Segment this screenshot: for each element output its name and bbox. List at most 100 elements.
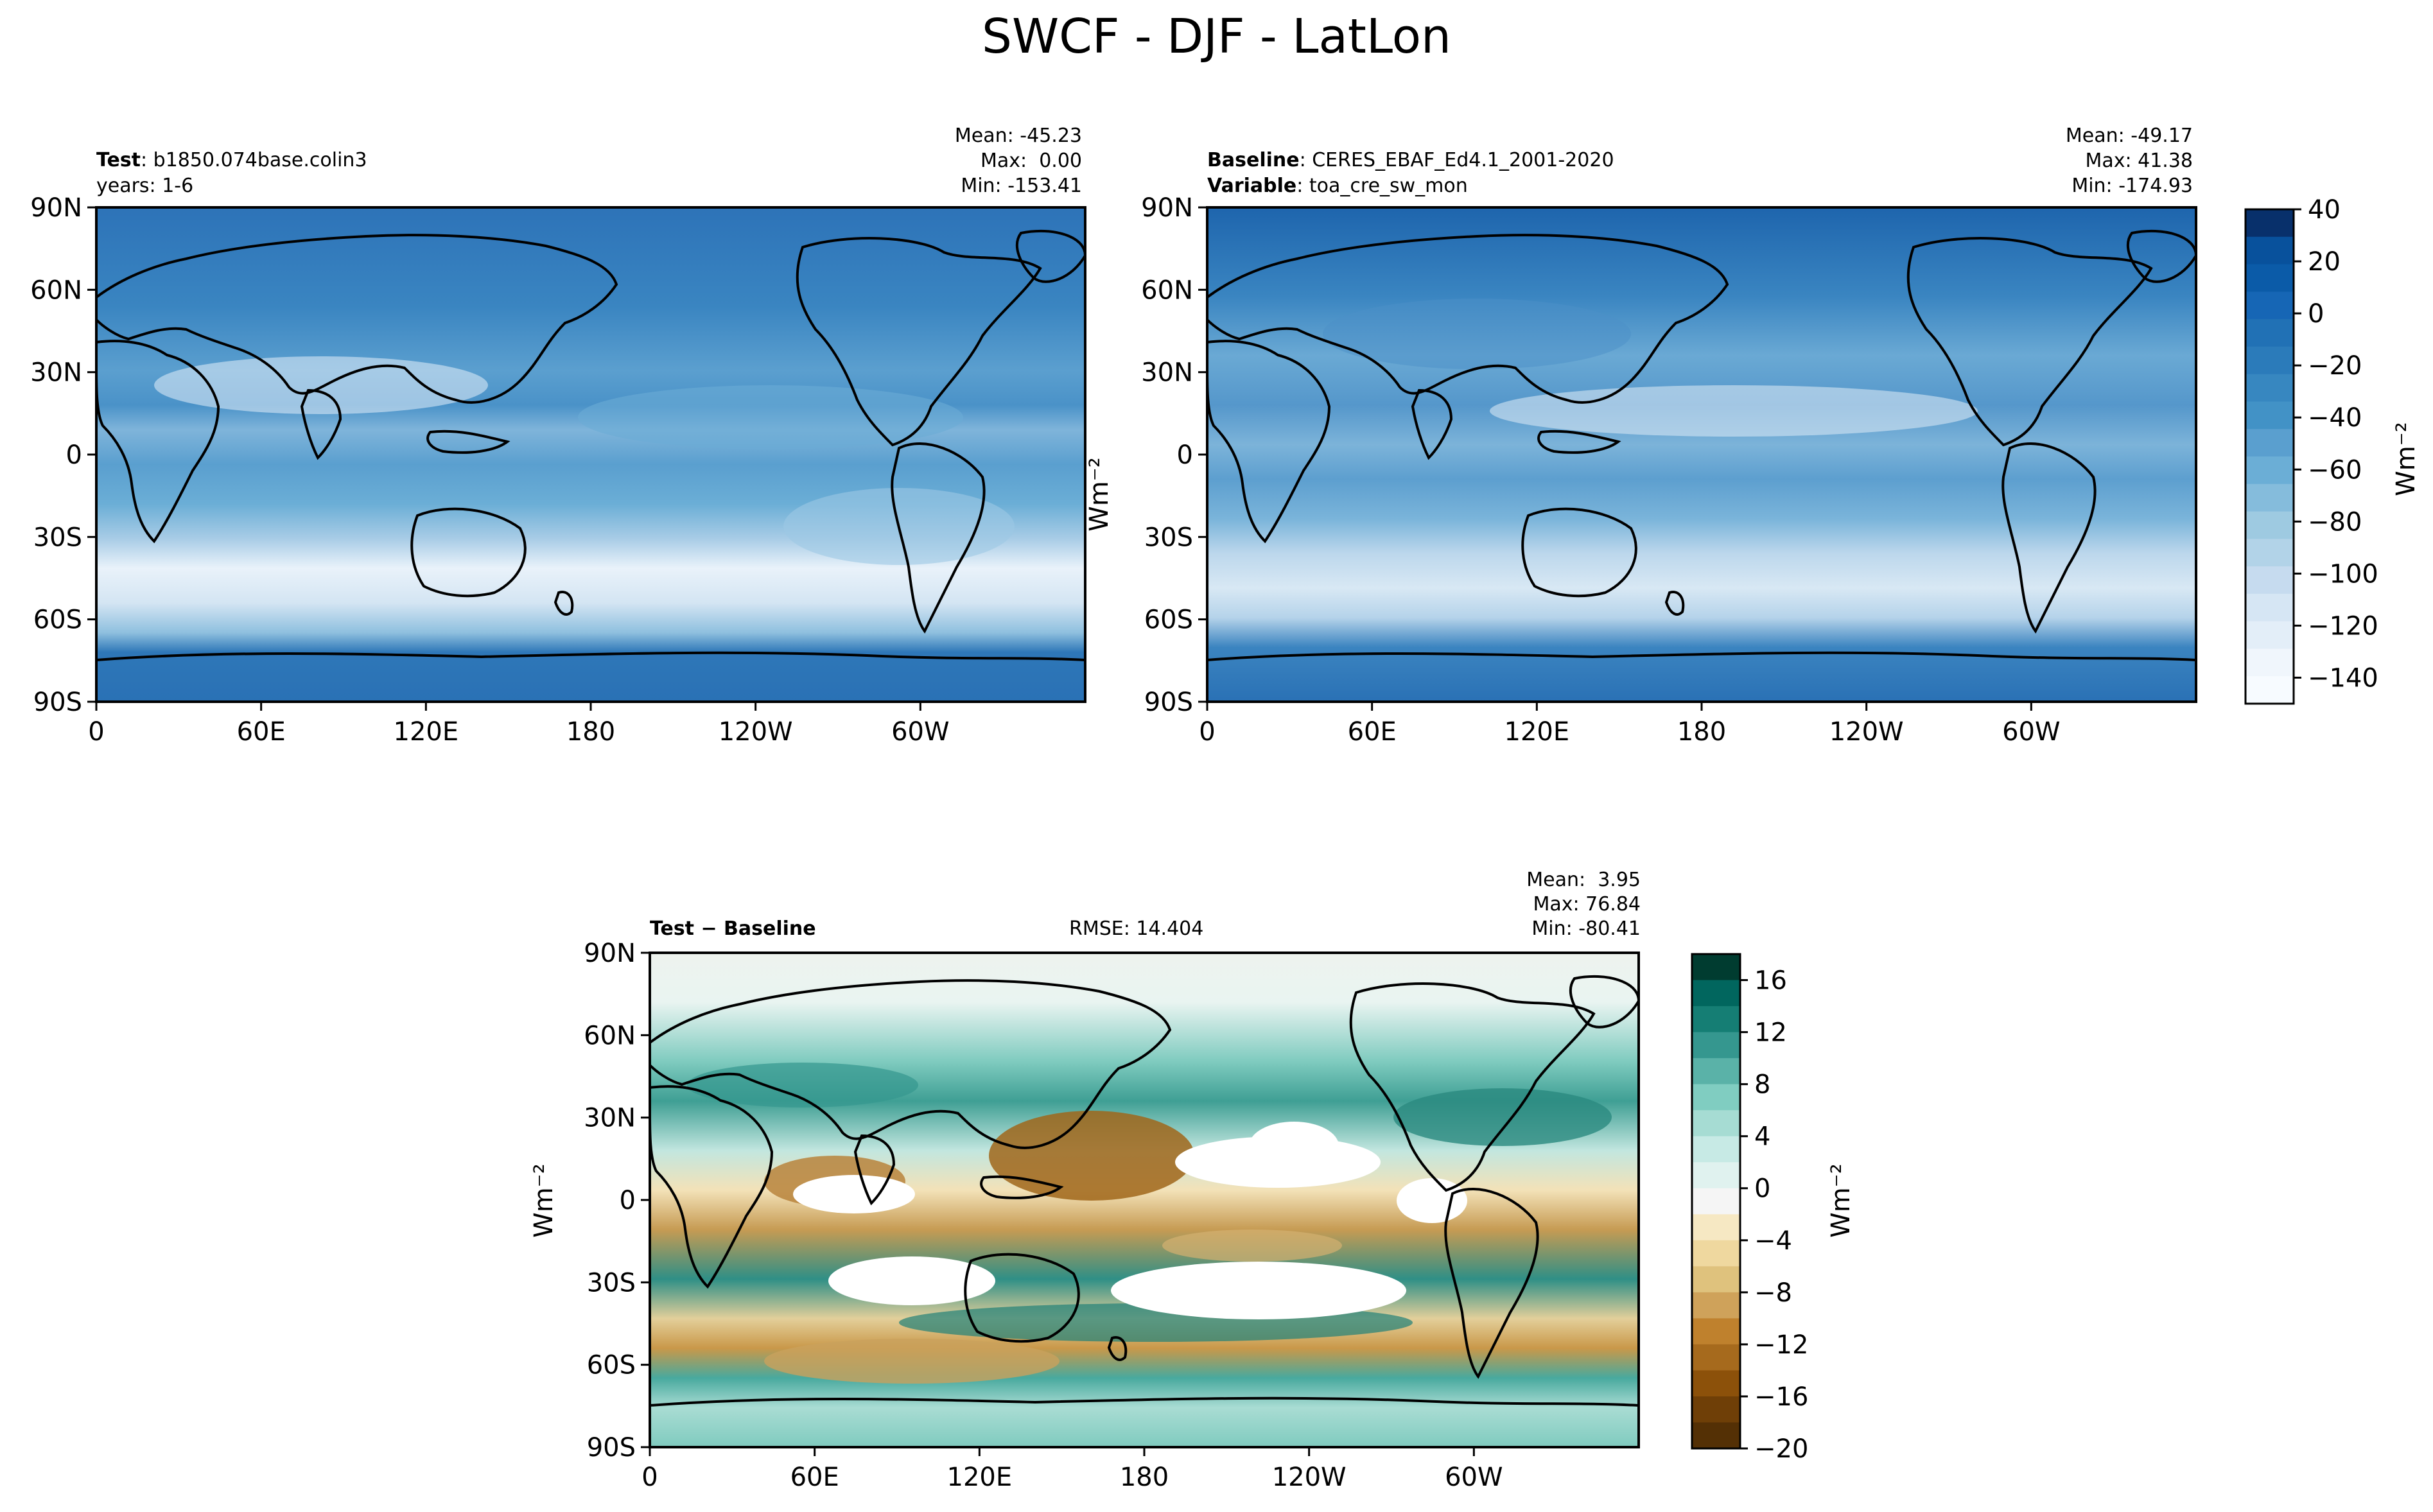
diff-colorbar-swatch [1692,1162,1740,1189]
diff-colorbar-swatch [1692,1136,1740,1163]
diff-min: Min: -80.41 [1531,917,1641,940]
baseline-y-tick-label: 90S [1144,688,1193,717]
diff-y-tick-label: 0 [620,1186,636,1215]
baseline-label-bold: Baseline [1207,149,1300,171]
diff-colorbar-tick-label: 16 [1754,966,1787,996]
test-min: Min: -153.41 [961,175,1082,197]
diff-y-tick-label: 30S [587,1268,636,1298]
main-colorbar-swatch [2246,483,2294,512]
diff-masked-region [793,1175,915,1213]
test-x-tick-label: 60W [891,717,949,747]
diff-colorbar-swatch [1692,1240,1740,1267]
diff-negative-patch [1162,1230,1342,1262]
diff-positive-patch [687,1063,918,1108]
diff-colorbar-tick-label: −4 [1754,1226,1792,1256]
diff-colorbar-swatch [1692,1188,1740,1215]
diff-label: Test − Baseline [650,917,816,940]
diff-colorbar-swatch [1692,1344,1740,1371]
test-label-bold: Test [96,149,141,171]
baseline-mean: Mean: -49.17 [2065,125,2193,147]
diff-colorbar-frame [1691,953,1741,1450]
diff-colorbar-swatch [1692,1058,1740,1085]
diff-colorbar-swatch [1692,1110,1740,1137]
diff-rmse: RMSE: 14.404 [1069,917,1204,940]
baseline-label: Baseline: CERES_EBAF_Ed4.1_2001-2020 [1207,149,1614,172]
diff-colorbar-tick-label: 4 [1754,1122,1770,1152]
main-colorbar-tick-label: 20 [2308,247,2341,277]
diff-colorbar-tick-label: −16 [1754,1382,1808,1412]
baseline-y-tick-label: 60S [1144,605,1193,635]
diff-negative-patch [989,1111,1194,1201]
baseline-variable: Variable: toa_cre_sw_mon [1207,175,1468,198]
diff-positive-patch [1393,1088,1612,1146]
diff-colorbar-swatch [1692,1084,1740,1111]
main-colorbar-swatch [2246,264,2294,292]
baseline-x-tick-label: 120W [1829,717,1904,747]
diff-axis-ticks: 0 60E 120E 180 120W 60W 90N 60N 30N 0 30S 60S 90S [584,939,1503,1492]
test-y-tick-label: 30N [30,358,82,388]
test-years: years: 1-6 [96,175,194,197]
main-colorbar-unit: Wm⁻² [2391,422,2421,496]
main-colorbar-swatch [2246,236,2294,265]
main-colorbar-swatch [2246,511,2294,539]
baseline-field-feature [1490,385,1978,437]
main-colorbar-tick-label: −20 [2308,351,2362,381]
main-colorbar-swatch [2246,401,2294,430]
diff-colorbar-swatch [1692,1370,1740,1397]
diff-yaxis-unit: Wm⁻² [529,1163,559,1238]
baseline-y-tick-label: 60N [1141,275,1193,305]
diff-colorbar-tick-label: −8 [1754,1278,1792,1308]
test-label: Test: b1850.074base.colin3 [96,149,367,172]
diff-colorbar-swatch [1692,1266,1740,1293]
diff-colorbar-swatch [1692,1006,1740,1033]
diff-colorbar-tick-label: −20 [1754,1434,1808,1464]
main-colorbar-tick-label: −140 [2308,663,2378,693]
test-map: 0 60E 120E 180 120W 60W 90N 60N 30N 0 30S 60S 90S [30,193,1086,747]
baseline-field-feature [1323,299,1631,369]
baseline-min: Min: -174.93 [2071,175,2193,197]
test-x-tick-label: 120W [719,717,793,747]
main-colorbar-tick-label: −80 [2308,507,2362,537]
diff-x-tick-label: 120E [947,1463,1013,1492]
test-field-feature [578,385,963,449]
test-axis-ticks: 0 60E 120E 180 120W 60W 90N 60N 30N 0 30S 60S 90S [30,193,949,747]
diff-y-tick-label: 90S [587,1433,636,1463]
diff-y-tick-label: 90N [584,939,636,968]
main-colorbar-tick-label: −40 [2308,403,2362,433]
main-colorbar-tick-label: 0 [2308,299,2324,329]
diff-negative-patch [764,1339,1060,1384]
main-colorbar-tick-label: −120 [2308,611,2378,641]
diff-colorbar-swatch [1692,1292,1740,1319]
diff-colorbar-swatch [1692,1396,1740,1423]
diff-mean: Mean: 3.95 [1526,869,1641,891]
test-y-tick-label: 90N [30,193,82,223]
test-label-value: : b1850.074base.colin3 [141,149,367,171]
diff-colorbar-swatch [1692,1318,1740,1345]
test-field [96,207,1085,702]
baseline-y-tick-label: 0 [1177,440,1193,470]
diff-colorbar-swatch [1692,980,1740,1007]
main-colorbar-tick-label: −100 [2308,559,2378,589]
diff-x-tick-label: 120W [1272,1463,1347,1492]
baseline-variable-bold: Variable [1207,175,1297,197]
test-x-tick-label: 120E [394,717,459,747]
baseline-y-tick-label: 90N [1141,193,1193,223]
main-colorbar-swatch [2246,566,2294,595]
diff-colorbar-tick-label: −12 [1754,1330,1808,1360]
diff-x-tick-label: 60E [790,1463,839,1492]
diff-map: 0 60E 120E 180 120W 60W 90N 60N 30N 0 30S 60S 90S [584,939,1640,1492]
main-colorbar-frame [2244,208,2295,705]
baseline-field [1207,207,2196,702]
test-field-feature [154,356,488,414]
baseline-variable-value: : toa_cre_sw_mon [1296,175,1468,197]
baseline-axis-ticks: 0 60E 120E 180 120W 60W 90N 60N 30N 0 30S 60S 90S [1141,193,2060,747]
test-y-tick-label: 90S [33,688,82,717]
main-colorbar-tick-label: 40 [2308,195,2341,225]
test-y-tick-label: 0 [66,440,82,470]
test-x-tick-label: 180 [566,717,615,747]
diff-x-tick-label: 60W [1445,1463,1503,1492]
baseline-x-tick-label: 60W [2002,717,2060,747]
baseline-x-tick-label: 60E [1348,717,1397,747]
baseline-y-tick-label: 30S [1144,523,1193,552]
